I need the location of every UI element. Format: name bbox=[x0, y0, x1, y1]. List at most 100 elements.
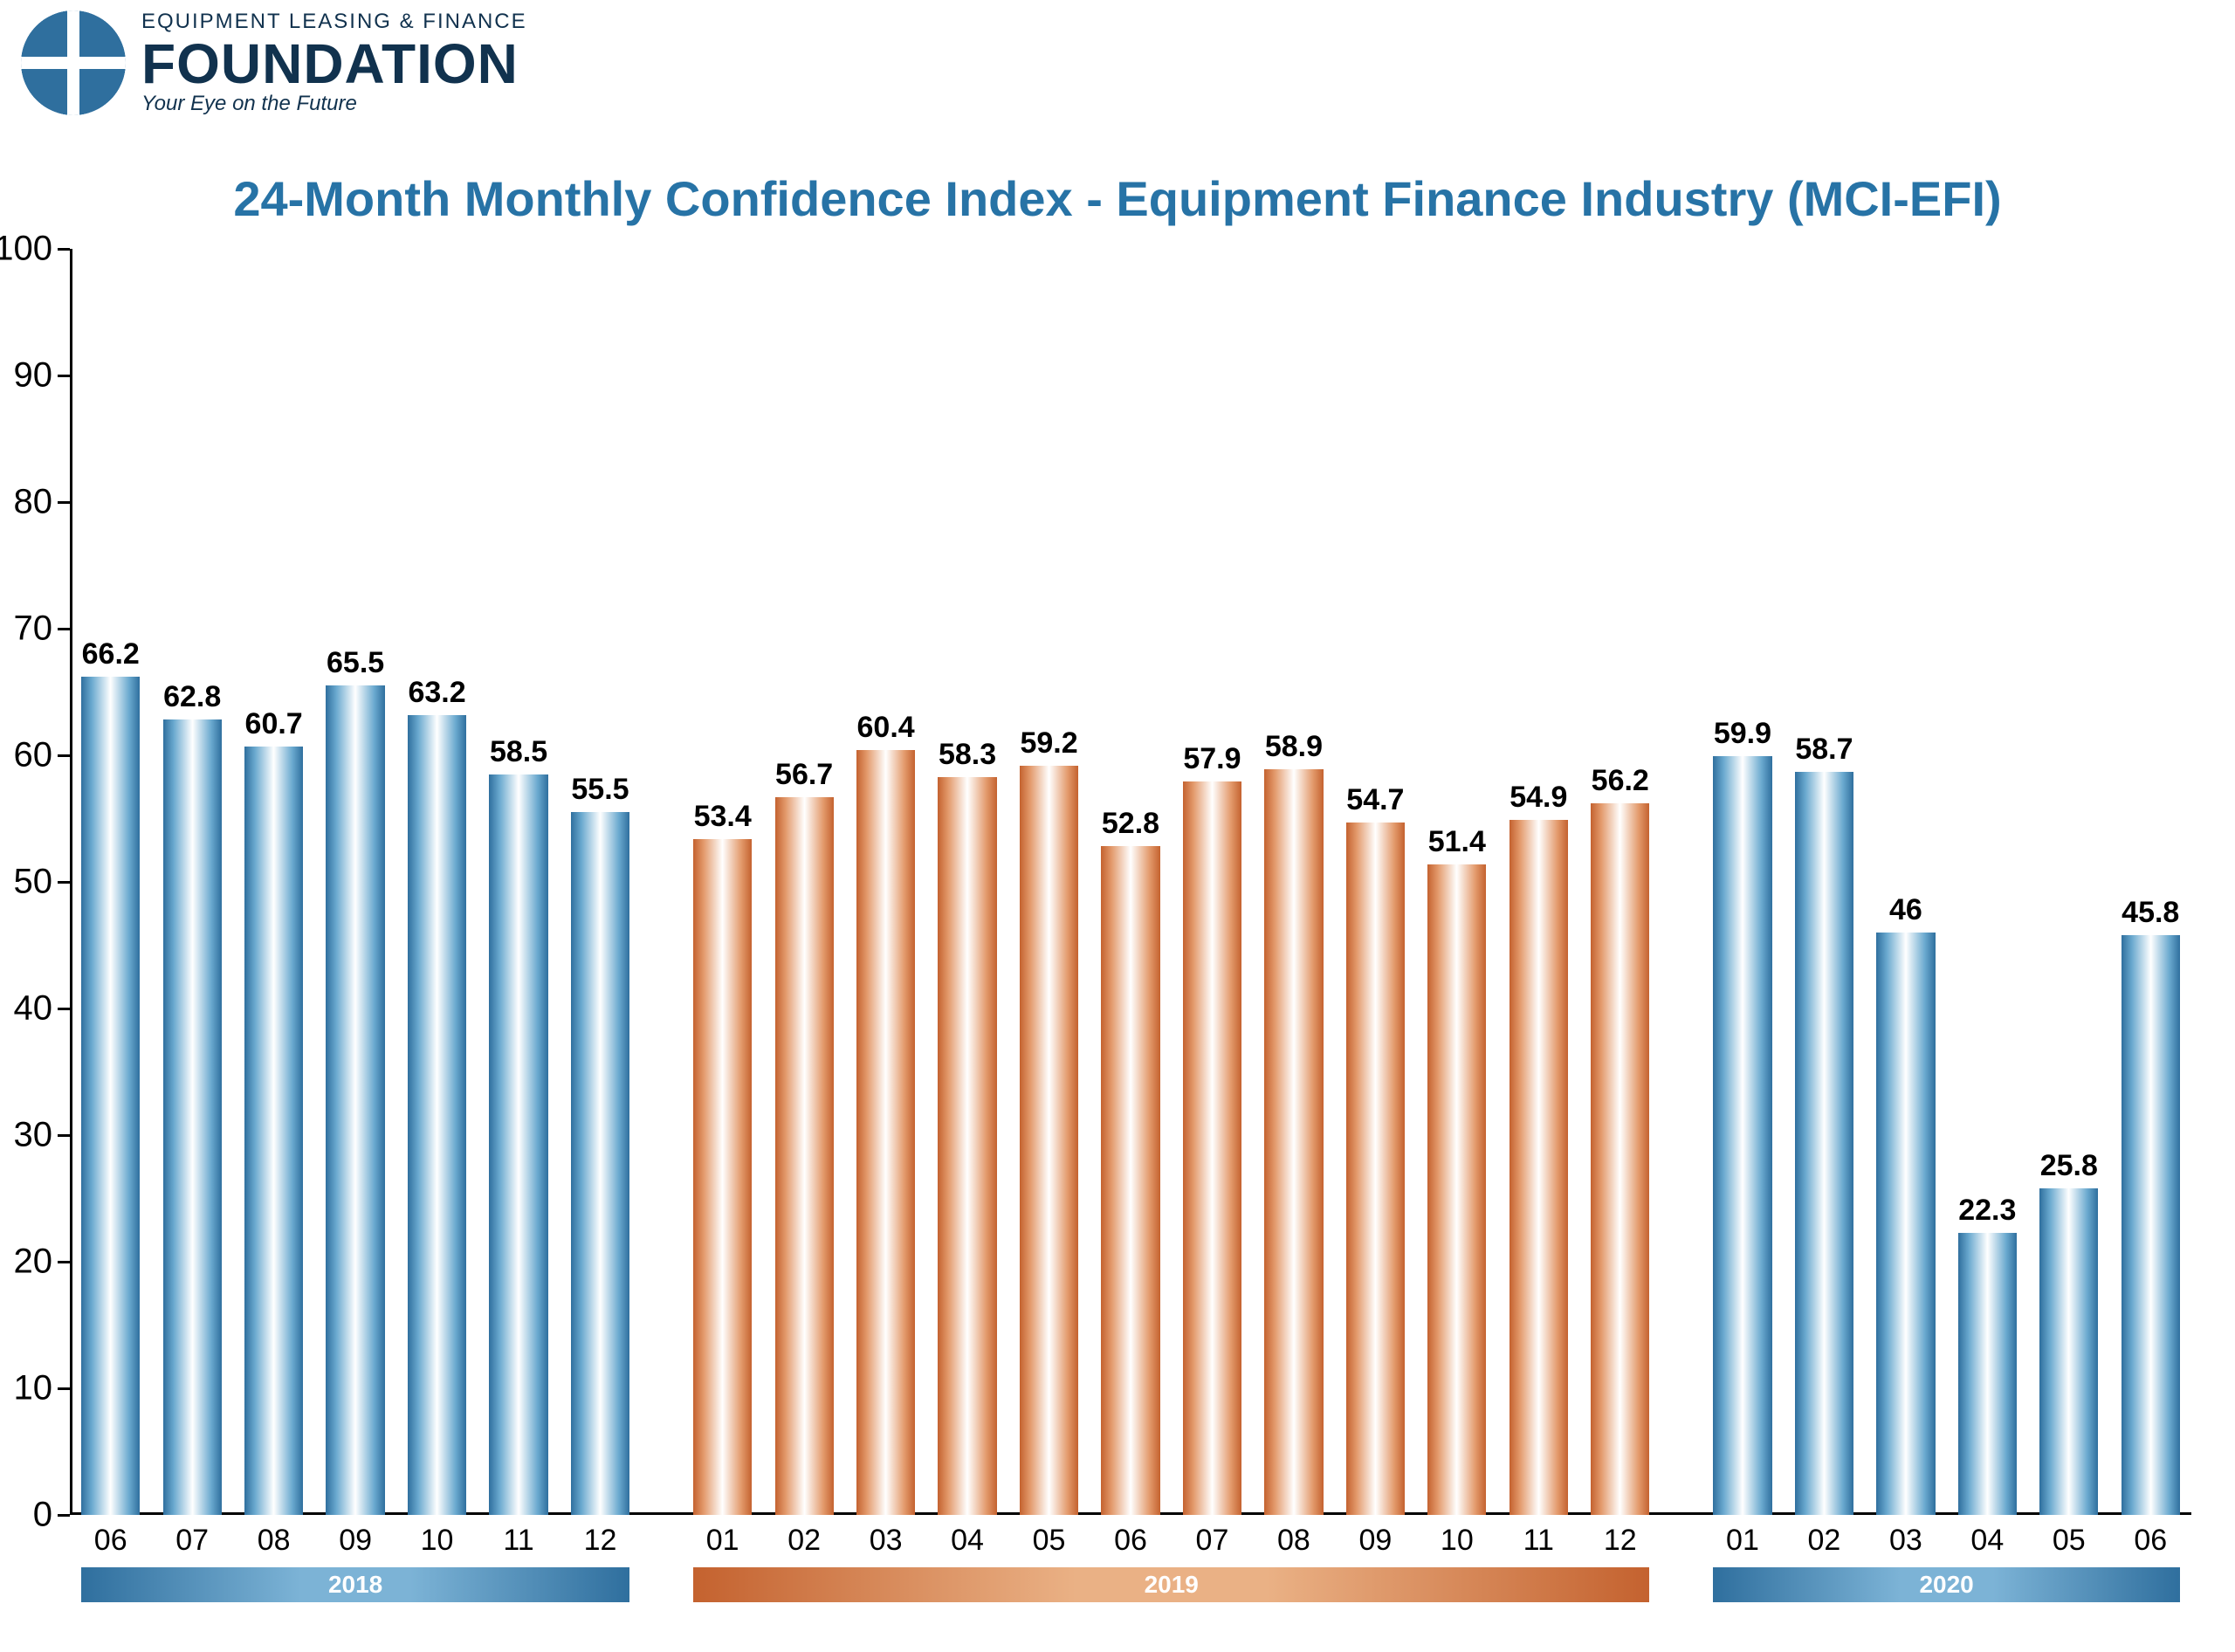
bar: 22.3 bbox=[1958, 1233, 2017, 1515]
bar-month-label: 09 bbox=[339, 1524, 372, 1558]
bar-value-label: 22.3 bbox=[1958, 1194, 2016, 1228]
bar-value-label: 58.5 bbox=[490, 735, 547, 769]
bar-slot: 60.708 bbox=[244, 249, 303, 1515]
bar-month-label: 12 bbox=[584, 1524, 617, 1558]
bar: 25.8 bbox=[2039, 1188, 2098, 1515]
bar-month-label: 03 bbox=[870, 1524, 903, 1558]
bar: 46 bbox=[1876, 933, 1935, 1515]
bar-value-label: 45.8 bbox=[2122, 896, 2179, 930]
bar-value-label: 54.9 bbox=[1509, 781, 1567, 815]
bar-month-label: 04 bbox=[951, 1524, 984, 1558]
year-ribbon: 2019 bbox=[693, 1567, 1649, 1602]
y-tick bbox=[58, 375, 70, 377]
bar-slot: 22.304 bbox=[1958, 249, 2017, 1515]
bar-slot: 58.702 bbox=[1795, 249, 1853, 1515]
brand-logo-mark bbox=[21, 10, 126, 115]
y-tick bbox=[58, 1514, 70, 1517]
chart-title: 24-Month Monthly Confidence Index - Equi… bbox=[0, 170, 2235, 227]
bar-slot: 25.805 bbox=[2039, 249, 2098, 1515]
bar-value-label: 51.4 bbox=[1428, 825, 1486, 859]
y-tick-label: 0 bbox=[0, 1496, 52, 1535]
bar: 52.8 bbox=[1101, 846, 1159, 1515]
y-tick bbox=[58, 881, 70, 884]
bar-slot: 66.206 bbox=[81, 249, 140, 1515]
bar-slot: 55.512 bbox=[571, 249, 629, 1515]
bar: 58.7 bbox=[1795, 772, 1853, 1515]
bar-value-label: 62.8 bbox=[163, 680, 221, 714]
bar-month-label: 07 bbox=[1196, 1524, 1229, 1558]
brand-logo: EQUIPMENT LEASING & FINANCE FOUNDATION Y… bbox=[21, 10, 527, 115]
bar-month-label: 06 bbox=[2134, 1524, 2167, 1558]
bar-month-label: 05 bbox=[1033, 1524, 1066, 1558]
bar-slot: 58.908 bbox=[1264, 249, 1323, 1515]
y-tick bbox=[58, 1008, 70, 1010]
bar-value-label: 25.8 bbox=[2040, 1149, 2098, 1183]
bar-chart: 66.20662.80760.70865.50963.21058.51155.5… bbox=[70, 249, 2191, 1515]
bar: 53.4 bbox=[693, 839, 752, 1515]
bar-value-label: 58.7 bbox=[1795, 733, 1853, 767]
bar-slot: 4603 bbox=[1876, 249, 1935, 1515]
bar-month-label: 01 bbox=[706, 1524, 739, 1558]
bar-slot: 59.205 bbox=[1020, 249, 1078, 1515]
y-tick bbox=[58, 1261, 70, 1263]
bar-month-label: 08 bbox=[258, 1524, 291, 1558]
bar-slot: 56.212 bbox=[1591, 249, 1649, 1515]
bar: 56.2 bbox=[1591, 803, 1649, 1515]
bar-value-label: 57.9 bbox=[1183, 742, 1241, 776]
bar: 58.5 bbox=[489, 774, 547, 1515]
bar: 58.3 bbox=[938, 777, 996, 1515]
bar-value-label: 58.3 bbox=[939, 738, 996, 772]
bar-month-label: 01 bbox=[1726, 1524, 1759, 1558]
y-tick bbox=[58, 248, 70, 251]
bar-slot: 58.304 bbox=[938, 249, 996, 1515]
bar-value-label: 53.4 bbox=[694, 800, 752, 834]
bar-month-label: 03 bbox=[1889, 1524, 1922, 1558]
bar: 54.9 bbox=[1509, 820, 1568, 1515]
bar: 51.4 bbox=[1427, 864, 1486, 1515]
y-tick-label: 100 bbox=[0, 230, 52, 269]
bar-month-label: 11 bbox=[1523, 1524, 1554, 1558]
y-tick-label: 20 bbox=[0, 1242, 52, 1282]
y-tick-label: 50 bbox=[0, 863, 52, 902]
bar-month-label: 10 bbox=[1441, 1524, 1474, 1558]
bar-slot: 58.511 bbox=[489, 249, 547, 1515]
bar: 59.9 bbox=[1713, 756, 1771, 1515]
bar-slot: 56.702 bbox=[775, 249, 834, 1515]
y-tick-label: 70 bbox=[0, 609, 52, 649]
bar: 58.9 bbox=[1264, 769, 1323, 1515]
bar-value-label: 59.2 bbox=[1020, 726, 1077, 761]
bar-value-label: 56.2 bbox=[1592, 764, 1649, 798]
y-tick bbox=[58, 1134, 70, 1137]
bar-value-label: 46 bbox=[1889, 893, 1922, 927]
bar-month-label: 11 bbox=[503, 1524, 533, 1558]
page: EQUIPMENT LEASING & FINANCE FOUNDATION Y… bbox=[0, 0, 2235, 1652]
bar-slot: 54.709 bbox=[1346, 249, 1405, 1515]
bar-slot: 59.901 bbox=[1713, 249, 1771, 1515]
bar-value-label: 58.9 bbox=[1265, 730, 1323, 764]
bar: 45.8 bbox=[2122, 935, 2180, 1515]
bar-slot: 45.806 bbox=[2122, 249, 2180, 1515]
bar-value-label: 60.4 bbox=[857, 711, 915, 745]
brand-logo-text: EQUIPMENT LEASING & FINANCE FOUNDATION Y… bbox=[141, 11, 527, 114]
bar: 56.7 bbox=[775, 797, 834, 1515]
y-tick-label: 30 bbox=[0, 1116, 52, 1155]
brand-sub: Your Eye on the Future bbox=[141, 93, 527, 114]
bar: 59.2 bbox=[1020, 766, 1078, 1515]
bar: 60.4 bbox=[856, 750, 915, 1515]
y-tick bbox=[58, 628, 70, 630]
year-ribbons: 201820192020 bbox=[70, 1567, 2191, 1609]
bar-value-label: 52.8 bbox=[1102, 807, 1159, 841]
bar-value-label: 55.5 bbox=[571, 773, 629, 807]
bar-month-label: 04 bbox=[1970, 1524, 2004, 1558]
bar-value-label: 66.2 bbox=[82, 637, 140, 671]
bar-month-label: 05 bbox=[2053, 1524, 2086, 1558]
year-ribbon: 2020 bbox=[1713, 1567, 2180, 1602]
bar-month-label: 10 bbox=[421, 1524, 454, 1558]
bar-month-label: 07 bbox=[175, 1524, 209, 1558]
bars-container: 66.20662.80760.70865.50963.21058.51155.5… bbox=[70, 249, 2191, 1515]
bar-slot: 54.911 bbox=[1509, 249, 1568, 1515]
bar-value-label: 63.2 bbox=[408, 676, 465, 710]
bar-slot: 62.807 bbox=[163, 249, 222, 1515]
y-tick bbox=[58, 754, 70, 757]
y-tick bbox=[58, 501, 70, 504]
